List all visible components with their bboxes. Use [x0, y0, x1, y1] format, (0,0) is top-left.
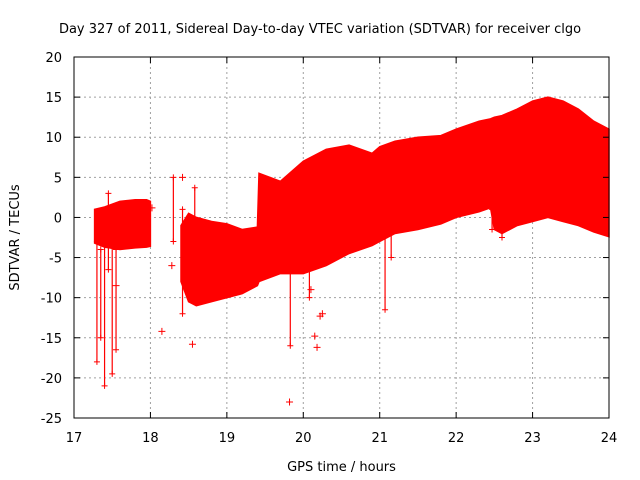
y-tick-label: 20 — [45, 51, 62, 66]
data-point — [105, 190, 112, 197]
x-tick-label: 23 — [524, 431, 541, 446]
data-point — [97, 334, 104, 341]
data-layer — [93, 96, 610, 406]
y-tick-label: -25 — [41, 412, 62, 427]
data-point — [109, 370, 116, 377]
data-point — [148, 204, 156, 212]
chart-title: Day 327 of 2011, Sidereal Day-to-day VTE… — [59, 22, 581, 37]
data-point — [494, 221, 502, 229]
data-point — [382, 230, 389, 237]
data-point — [112, 282, 120, 290]
data-point — [113, 346, 120, 353]
data-point — [93, 238, 100, 245]
data-point — [489, 226, 496, 233]
data-point — [184, 222, 191, 229]
y-tick-label: 15 — [45, 91, 62, 106]
data-point — [313, 343, 321, 351]
data-point — [191, 184, 198, 191]
y-tick-label: -10 — [41, 292, 62, 307]
data-point — [113, 246, 120, 253]
data-point — [184, 286, 191, 293]
axis-ticks: 17 18 19 20 21 22 23 24 -25 -20 -15 -10 -5 0 5 10 15 20 — [41, 51, 618, 446]
data-point — [499, 234, 505, 241]
data-point — [318, 310, 326, 318]
data-point — [179, 173, 187, 181]
y-axis-label: SDTVAR / TECUs — [8, 184, 23, 291]
data-point — [382, 306, 389, 313]
data-band — [93, 199, 152, 251]
data-point — [311, 332, 319, 340]
data-point — [287, 254, 294, 261]
x-tick-label: 20 — [295, 431, 312, 446]
data-point — [101, 382, 108, 389]
data-point — [179, 206, 186, 213]
data-point — [168, 262, 176, 270]
data-point — [286, 398, 294, 406]
data-point — [170, 238, 177, 245]
data-point — [499, 214, 505, 221]
data-point — [158, 327, 166, 335]
data-point — [101, 230, 108, 237]
x-tick-label: 19 — [219, 431, 236, 446]
x-tick-label: 18 — [142, 431, 159, 446]
data-point — [489, 206, 496, 213]
y-tick-label: 0 — [54, 211, 62, 226]
data-point — [179, 310, 186, 317]
plot-frame — [73, 56, 610, 419]
data-band — [180, 96, 610, 307]
data-point — [188, 340, 196, 348]
x-tick-label: 17 — [66, 431, 83, 446]
data-point — [388, 254, 395, 261]
data-point — [307, 286, 315, 294]
y-tick-label: -20 — [41, 372, 62, 387]
y-tick-label: -15 — [41, 332, 62, 347]
x-axis-label: GPS time / hours — [287, 460, 396, 475]
data-point — [191, 234, 198, 241]
data-point — [105, 266, 112, 273]
y-tick-label: -5 — [49, 252, 62, 267]
y-tick-label: 5 — [54, 171, 62, 186]
data-point — [306, 294, 313, 301]
data-point — [109, 242, 116, 249]
x-tick-label: 21 — [371, 431, 388, 446]
data-point — [170, 174, 177, 181]
data-point — [306, 262, 313, 269]
data-point — [97, 246, 104, 253]
y-tick-label: 10 — [45, 131, 62, 146]
x-tick-label: 22 — [448, 431, 465, 446]
x-tick-label: 24 — [601, 431, 618, 446]
data-point — [388, 214, 395, 221]
data-point — [93, 358, 100, 365]
data-point — [287, 342, 294, 349]
